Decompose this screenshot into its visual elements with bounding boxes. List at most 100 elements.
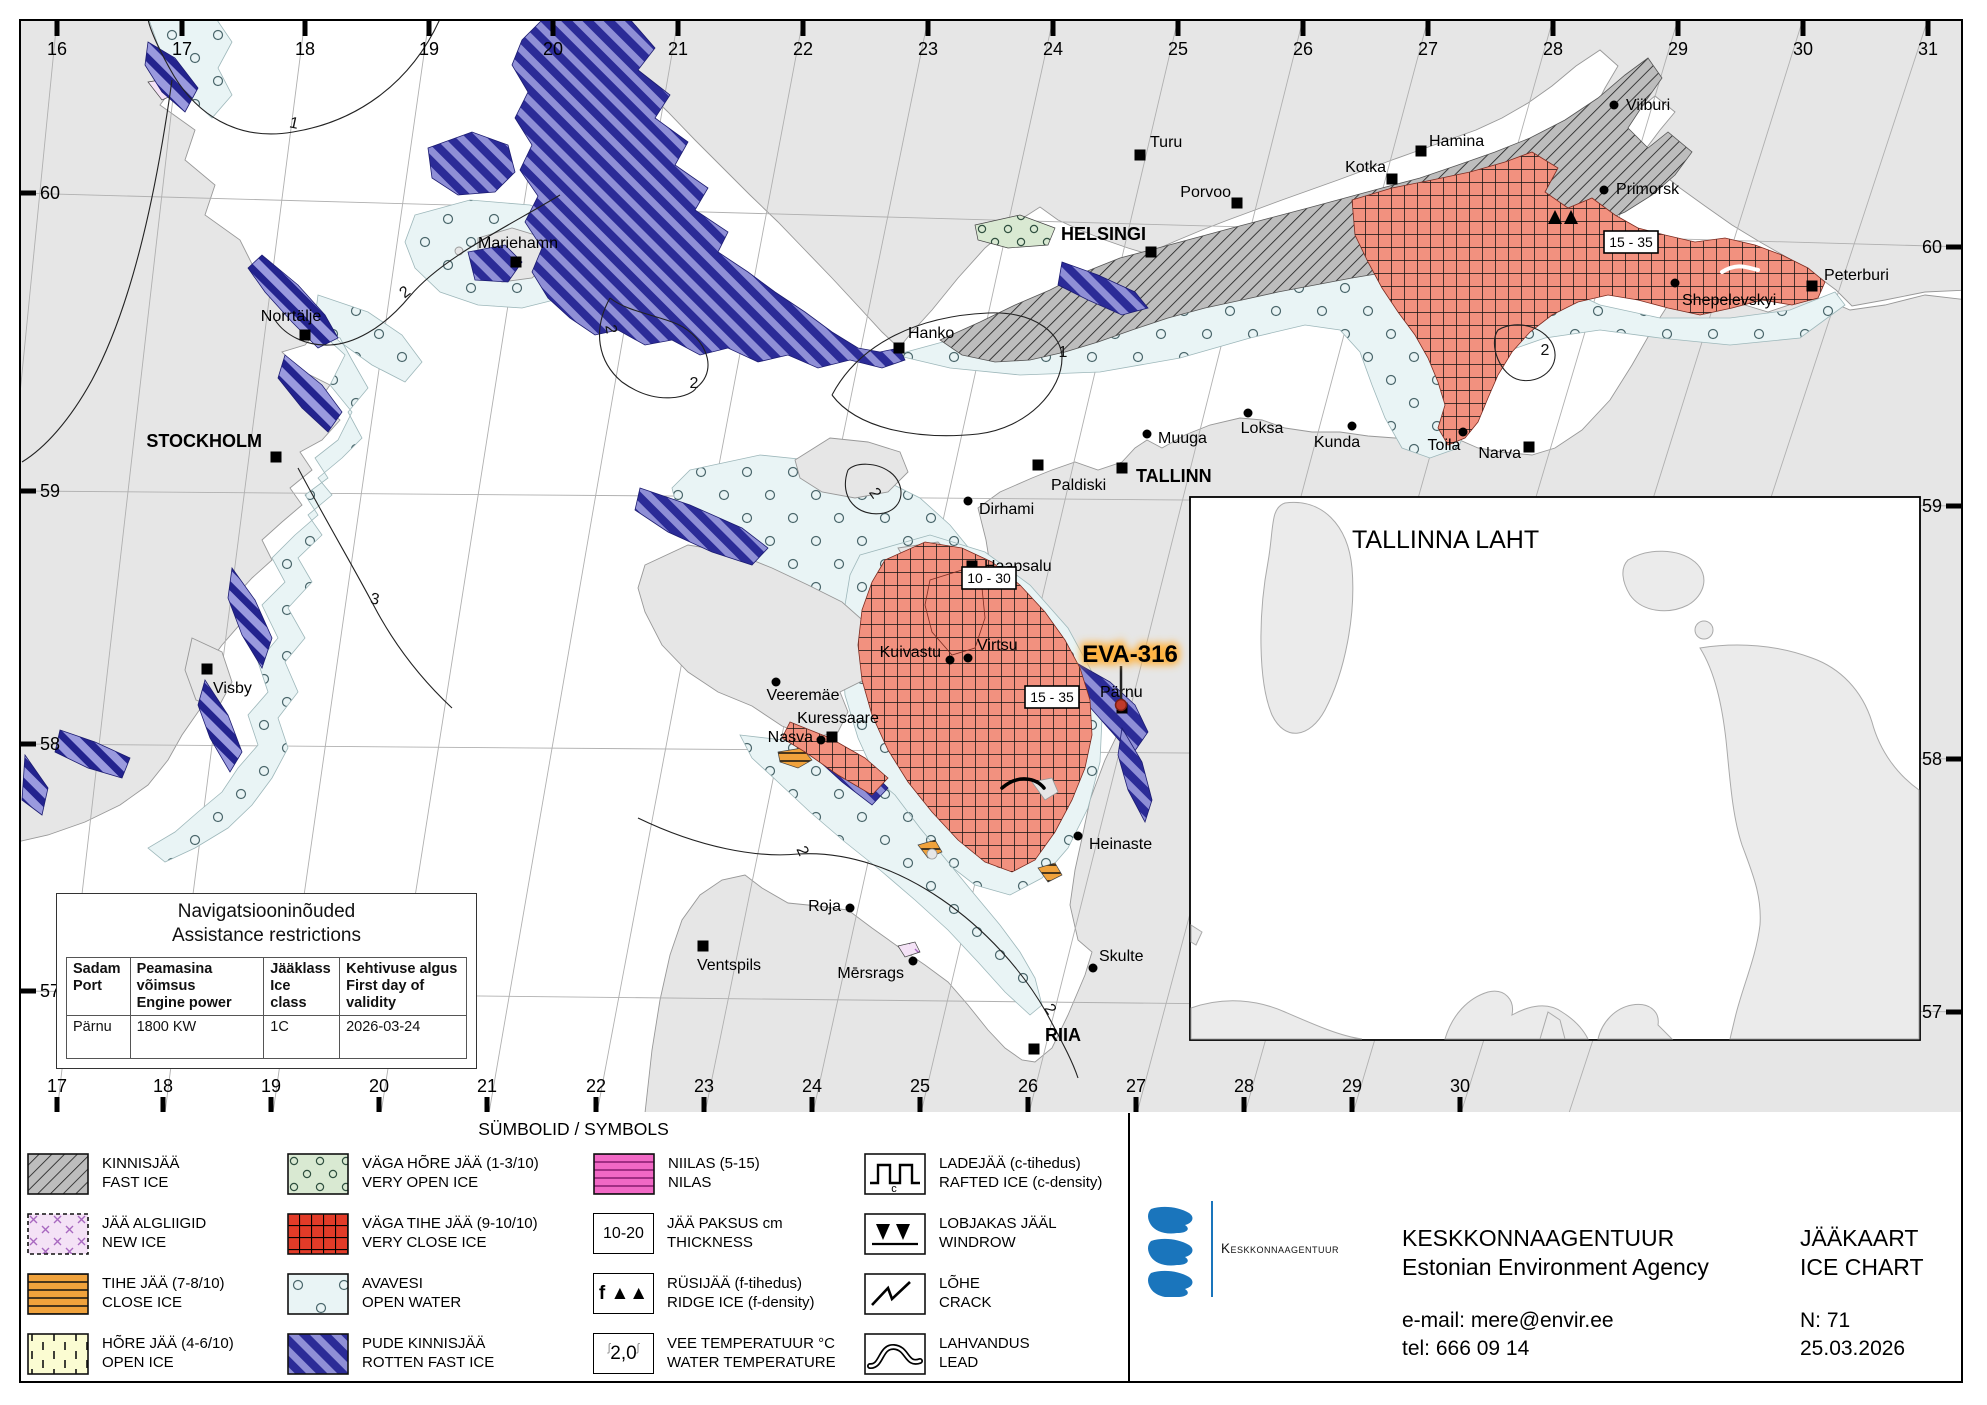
ice-rotten-sweden-1 bbox=[247, 254, 339, 349]
inset-peninsula-2 bbox=[1597, 1003, 1674, 1040]
chart-date: 25.03.2026 bbox=[1800, 1337, 1906, 1360]
city-Muuga: Muuga bbox=[1142, 429, 1207, 447]
city-label-Loksa: Loksa bbox=[1241, 420, 1284, 437]
logo-caption: Keskkonnaagentuur bbox=[1221, 1241, 1340, 1256]
city-label-Kotka: Kotka bbox=[1345, 159, 1386, 176]
fast-ice-layer bbox=[939, 57, 1693, 363]
city-Mērsrags: Mērsrags bbox=[837, 956, 918, 982]
restrictions-title-et: Navigatsiooninõuded bbox=[177, 901, 356, 922]
city-label-Visby: Visby bbox=[213, 680, 252, 697]
left-axis-label-59: 59 bbox=[40, 481, 60, 501]
new-ice-swatch-icon bbox=[27, 1213, 89, 1255]
bottom-axis-label-30: 30 bbox=[1450, 1076, 1470, 1096]
top-axis-label-17: 17 bbox=[172, 39, 192, 59]
inset-islet bbox=[1694, 620, 1714, 640]
city-Heinaste: Heinaste bbox=[1073, 831, 1152, 853]
legend-item-fast-ice: KINNISJÄÄ FAST ICE bbox=[27, 1153, 180, 1195]
legend-item-open-ice: HÕRE JÄÄ (4-6/10) OPEN ICE bbox=[27, 1333, 234, 1375]
legend-panel: SÜMBOLID / SYMBOLS KINNISJÄÄ FAST ICE JÄÄ… bbox=[19, 1113, 1963, 1383]
bottom-axis-label-22: 22 bbox=[586, 1076, 606, 1096]
bottom-axis-label-24: 24 bbox=[802, 1076, 822, 1096]
panel-divider bbox=[1128, 1113, 1130, 1383]
windrow-icon bbox=[864, 1213, 926, 1255]
top-axis-label-18: 18 bbox=[295, 39, 315, 59]
open-ice-swatch-icon bbox=[27, 1333, 89, 1375]
svg-text:10 - 30: 10 - 30 bbox=[967, 570, 1011, 586]
city-label-Turu: Turu bbox=[1150, 134, 1182, 151]
ice-rotten-sweden-3 bbox=[227, 566, 273, 669]
svg-text:15 - 35: 15 - 35 bbox=[1030, 689, 1074, 705]
crack-icon bbox=[864, 1273, 926, 1315]
city-label-Kuivastu: Kuivastu bbox=[880, 644, 941, 661]
legend-item-thickness: 10-20 JÄÄ PAKSUS cm THICKNESS bbox=[593, 1213, 783, 1254]
city-Veeremäe: Veeremäe bbox=[767, 677, 840, 704]
cell-port: Pärnu bbox=[66, 1014, 131, 1059]
legend-item-water-temperature: ʃ 2,0 ʃ VEE TEMPERATUUR °C WATER TEMPERATUR… bbox=[593, 1333, 836, 1374]
island-ruhnu bbox=[926, 848, 938, 860]
city-TALLINN: TALLINN bbox=[1116, 462, 1212, 486]
ice-thickness-box-1: 15 - 35 bbox=[1024, 685, 1080, 709]
water-temp-label-2: 2 bbox=[601, 323, 619, 335]
bottom-axis-label-20: 20 bbox=[369, 1076, 389, 1096]
estonia-coat-of-arms-icon bbox=[1148, 1206, 1193, 1297]
close-ice-swatch-icon bbox=[27, 1273, 89, 1315]
top-axis-label-25: 25 bbox=[1168, 39, 1188, 59]
legend-item-new-ice: JÄÄ ALGLIIGID NEW ICE bbox=[27, 1213, 206, 1255]
bottom-axis-label-18: 18 bbox=[153, 1076, 173, 1096]
ice-rotten-sweden-5 bbox=[54, 729, 131, 779]
legend-item-very-close-ice: VÄGA TIHE JÄÄ (9-10/10) VERY CLOSE ICE bbox=[287, 1213, 538, 1255]
legend-item-close-ice: TIHE JÄÄ (7-8/10) CLOSE ICE bbox=[27, 1273, 225, 1315]
city-label-STOCKHOLM: STOCKHOLM bbox=[146, 431, 262, 451]
bottom-axis-label-25: 25 bbox=[910, 1076, 930, 1096]
bottom-axis-label-26: 26 bbox=[1018, 1076, 1038, 1096]
bottom-axis-label-27: 27 bbox=[1126, 1076, 1146, 1096]
ice-red-east-gulf bbox=[1351, 151, 1826, 446]
ice-rotten-helsinki bbox=[1057, 261, 1149, 316]
city-Kotka: Kotka bbox=[1345, 159, 1398, 185]
thickness-sample-icon: 10-20 bbox=[593, 1213, 654, 1254]
agency-tel: tel: 666 09 14 bbox=[1402, 1337, 1530, 1360]
city-Roja: Roja bbox=[808, 898, 855, 915]
ice-rotten-sweden-7 bbox=[144, 41, 199, 113]
very-close-ice-layer bbox=[781, 151, 1826, 873]
top-axis-label-29: 29 bbox=[1668, 39, 1688, 59]
eva-316-label: EVA-316 bbox=[1082, 641, 1178, 668]
water-temp-label-6: 2 bbox=[1541, 342, 1550, 359]
agency-email: e-mail: mere@envir.ee bbox=[1402, 1309, 1614, 1332]
legend-item-open-water: AVAVESI OPEN WATER bbox=[287, 1273, 461, 1315]
col-header-port: Sadam Port bbox=[66, 956, 131, 1016]
water-riga-southwest bbox=[739, 734, 1043, 1016]
table-row: Pärnu 1800 KW 1C 2026-03-24 bbox=[66, 1014, 467, 1059]
city-label-Narva: Narva bbox=[1478, 445, 1521, 462]
inset-naissaar bbox=[1260, 501, 1354, 734]
legend-item-rafted-ice: c LADEJÄÄ (c-tihedus) RAFTED ICE (c-densi… bbox=[864, 1153, 1102, 1195]
lead-east-gulf bbox=[1720, 264, 1760, 274]
top-axis-label-23: 23 bbox=[918, 39, 938, 59]
city-label-Hanko: Hanko bbox=[908, 325, 954, 342]
top-axis-label-31: 31 bbox=[1918, 39, 1938, 59]
inset-aegna bbox=[1622, 550, 1705, 612]
city-label-Kuressaare: Kuressaare bbox=[797, 710, 879, 727]
city-label-Shepelevskyi: Shepelevskyi bbox=[1682, 292, 1776, 309]
city-label-Toila: Toila bbox=[1428, 437, 1461, 454]
city-Norrtälje: Norrtälje bbox=[261, 308, 321, 341]
city-label-Peterburi: Peterburi bbox=[1824, 267, 1889, 284]
legend-item-very-open-ice: VÄGA HÕRE JÄÄ (1-3/10) VERY OPEN ICE bbox=[287, 1153, 539, 1195]
legend-title: SÜMBOLID / SYMBOLS bbox=[478, 1119, 669, 1139]
water-temp-label-3: 2 bbox=[690, 375, 699, 392]
city-label-Virtsu: Virtsu bbox=[977, 637, 1018, 654]
inset-title: TALLINNA LAHT bbox=[1352, 526, 1539, 554]
city-label-Mariehamn: Mariehamn bbox=[478, 235, 558, 252]
thickness-box-layer: 10 - 30 15 - 35 15 - 35 bbox=[961, 230, 1659, 709]
svg-text:15 - 35: 15 - 35 bbox=[1609, 234, 1653, 250]
very-open-ice-swatch-icon bbox=[287, 1153, 349, 1195]
agency-name-en: Estonian Environment Agency bbox=[1402, 1254, 1709, 1280]
inset-cape bbox=[1190, 924, 1203, 946]
bottom-axis-label-23: 23 bbox=[694, 1076, 714, 1096]
city-Kuressaare: Kuressaare bbox=[797, 710, 879, 743]
city-STOCKHOLM: STOCKHOLM bbox=[146, 431, 282, 463]
col-header-ice-class: Jääklass Ice class bbox=[263, 956, 341, 1016]
